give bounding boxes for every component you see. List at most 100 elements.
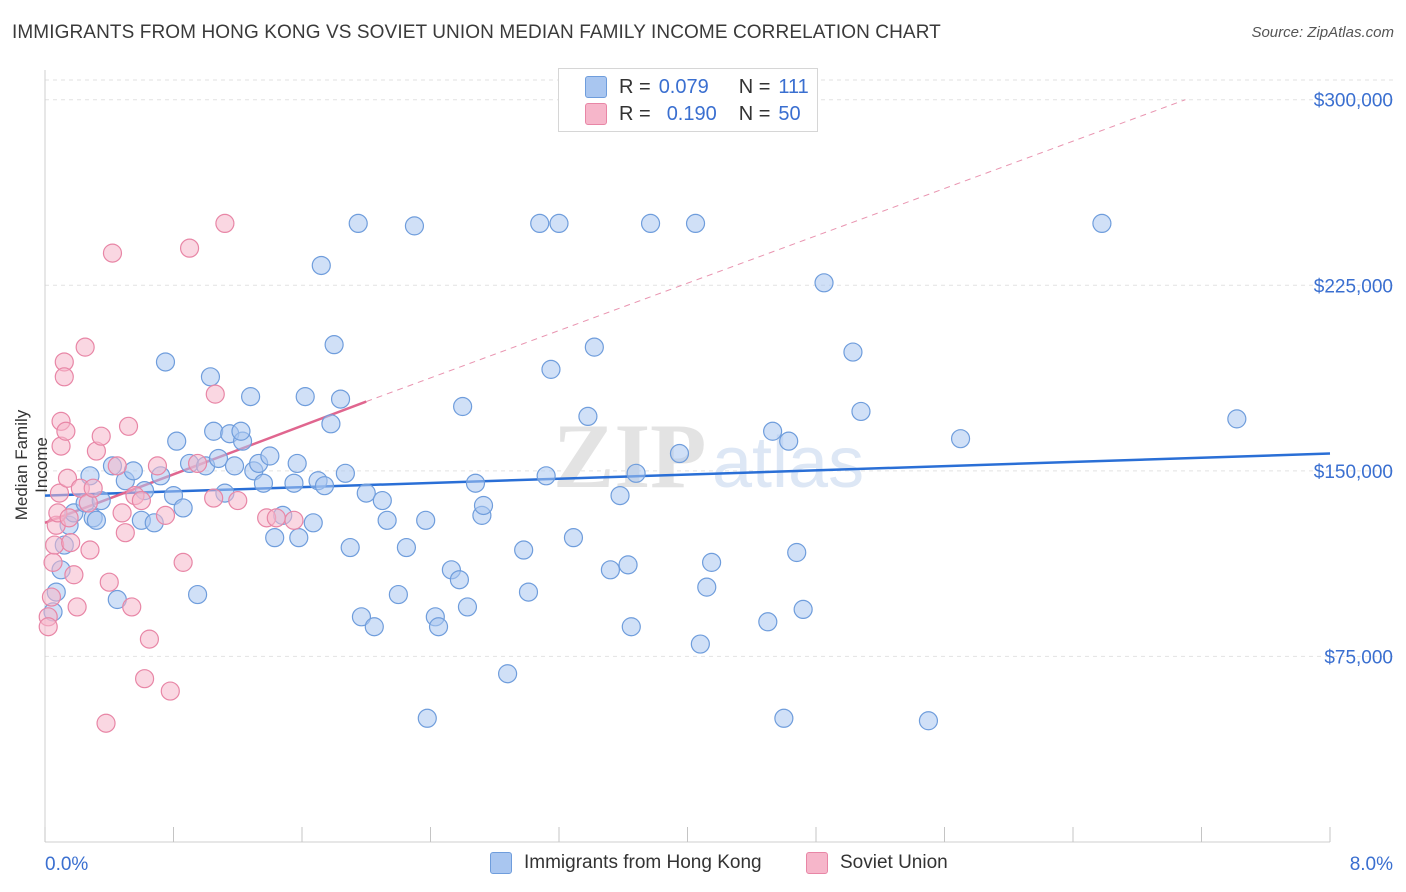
hong-kong-point: [787, 542, 807, 563]
hong-kong-point: [610, 485, 630, 506]
hong-kong-point: [600, 560, 621, 580]
y-tick-label: $75,000: [1324, 647, 1393, 668]
hong-kong-point: [303, 513, 323, 533]
n-label: N =: [738, 102, 771, 125]
hong-kong-point: [690, 634, 710, 654]
hong-kong-point: [549, 213, 569, 234]
soviet-union-point: [115, 523, 135, 543]
hong-kong-point: [465, 473, 486, 493]
hong-kong-point: [449, 570, 470, 590]
hong-kong-point: [918, 711, 939, 731]
hong-kong-point: [473, 495, 494, 516]
hong-kong-point: [284, 473, 304, 493]
hong-kong-point: [204, 421, 224, 441]
soviet-union-point: [179, 238, 200, 258]
soviet-union-point: [204, 488, 224, 508]
soviet-union-point: [75, 337, 95, 357]
soviet-union-point: [67, 597, 87, 617]
hong-kong-point: [697, 577, 717, 597]
soviet-union-point: [41, 587, 62, 607]
soviet-union-point: [107, 456, 127, 476]
r-label: R =: [619, 102, 651, 125]
hong-kong-point: [417, 708, 437, 728]
hong-kong-point: [295, 387, 315, 407]
hong-kong-point: [364, 617, 384, 637]
soviet-union-point: [122, 597, 142, 617]
r-label: R =: [619, 75, 651, 98]
r-value: 0.079: [658, 75, 709, 98]
source-label: Source: ZipAtlas.com: [1251, 24, 1394, 41]
hong-kong-point: [324, 335, 344, 355]
hong-kong-point: [851, 401, 871, 422]
hong-kong-point: [621, 617, 641, 637]
soviet-union-point: [80, 540, 100, 560]
pink-swatch: [585, 103, 607, 125]
x-tick-label: 0.0%: [45, 854, 88, 875]
hong-kong-point: [774, 708, 794, 728]
soviet-union-point: [266, 508, 286, 528]
hong-kong-point: [950, 429, 971, 449]
hong-kong-point: [348, 213, 368, 234]
soviet-union-point: [139, 629, 160, 649]
x-tick-label: 8.0%: [1350, 854, 1393, 875]
hong-kong-point: [498, 664, 518, 684]
hong-kong-point: [335, 463, 355, 483]
hong-kong-point: [155, 352, 176, 372]
soviet-union-point: [61, 533, 81, 553]
soviet-union-point: [118, 416, 139, 436]
hong-kong-point: [758, 612, 778, 632]
y-tick-label: $300,000: [1314, 91, 1393, 112]
legend-label: Immigrants from Hong Kong: [524, 852, 762, 873]
hong-kong-point: [514, 540, 534, 560]
hong-kong-point: [340, 537, 360, 558]
hong-kong-point: [1227, 409, 1247, 429]
chart-title: IMMIGRANTS FROM HONG KONG VS SOVIET UNIO…: [12, 22, 941, 43]
soviet-union-point: [284, 510, 304, 530]
n-label: N =: [738, 75, 771, 98]
hong-kong-point: [253, 473, 274, 493]
soviet-union-point: [96, 713, 116, 733]
hong-kong-point: [311, 255, 331, 276]
hong-kong-point: [779, 431, 799, 451]
tick-labels: $75,000 $150,000 $225,000 $300,000 0.0% 8.0%: [45, 91, 1393, 875]
y-tick-label: $225,000: [1314, 276, 1393, 297]
soviet-union-point: [134, 669, 155, 689]
hong-kong-point: [453, 396, 473, 417]
hong-kong-point: [86, 510, 107, 530]
legend-row-hong-kong: R = 0.079 N = 111: [585, 73, 809, 101]
soviet-union-point: [160, 681, 180, 701]
soviet-union-point: [147, 456, 168, 476]
hong-kong-point: [321, 414, 341, 434]
hong-kong-point: [396, 537, 417, 558]
hong-kong-point: [1092, 213, 1112, 234]
legend-item-soviet-union[interactable]: Soviet Union: [806, 852, 948, 874]
watermark: ZIP atlas: [553, 405, 864, 507]
hong-kong-point: [669, 443, 690, 464]
soviet-union-point: [112, 503, 132, 523]
soviet-union-point: [228, 490, 248, 511]
hong-kong-point: [457, 597, 478, 617]
hong-kong-point: [173, 498, 193, 518]
hong-kong-point: [530, 213, 550, 234]
soviet-union-point: [205, 384, 225, 404]
legend-item-hong-kong[interactable]: Immigrants from Hong Kong: [490, 852, 762, 874]
n-value: 50: [778, 102, 801, 125]
pink-swatch: [806, 852, 828, 874]
soviet-union-trend-extension: [366, 99, 1186, 403]
soviet-union-point: [102, 243, 123, 263]
soviet-union-point: [64, 565, 84, 585]
soviet-union-point: [43, 552, 63, 572]
hong-kong-point: [187, 584, 208, 605]
hong-kong-point: [701, 552, 722, 572]
soviet-union-point: [56, 421, 76, 441]
hong-kong-point: [208, 448, 229, 469]
soviet-union-point: [131, 490, 151, 511]
soviet-union-point: [57, 468, 78, 488]
hong-kong-point: [260, 446, 280, 466]
hong-kong-point: [584, 337, 604, 357]
hong-kong-point: [618, 555, 638, 575]
hong-kong-point: [314, 476, 335, 496]
correlation-legend: R = 0.079 N = 111 R = 0.190 N = 50: [558, 68, 818, 132]
hong-kong-point: [640, 213, 661, 234]
